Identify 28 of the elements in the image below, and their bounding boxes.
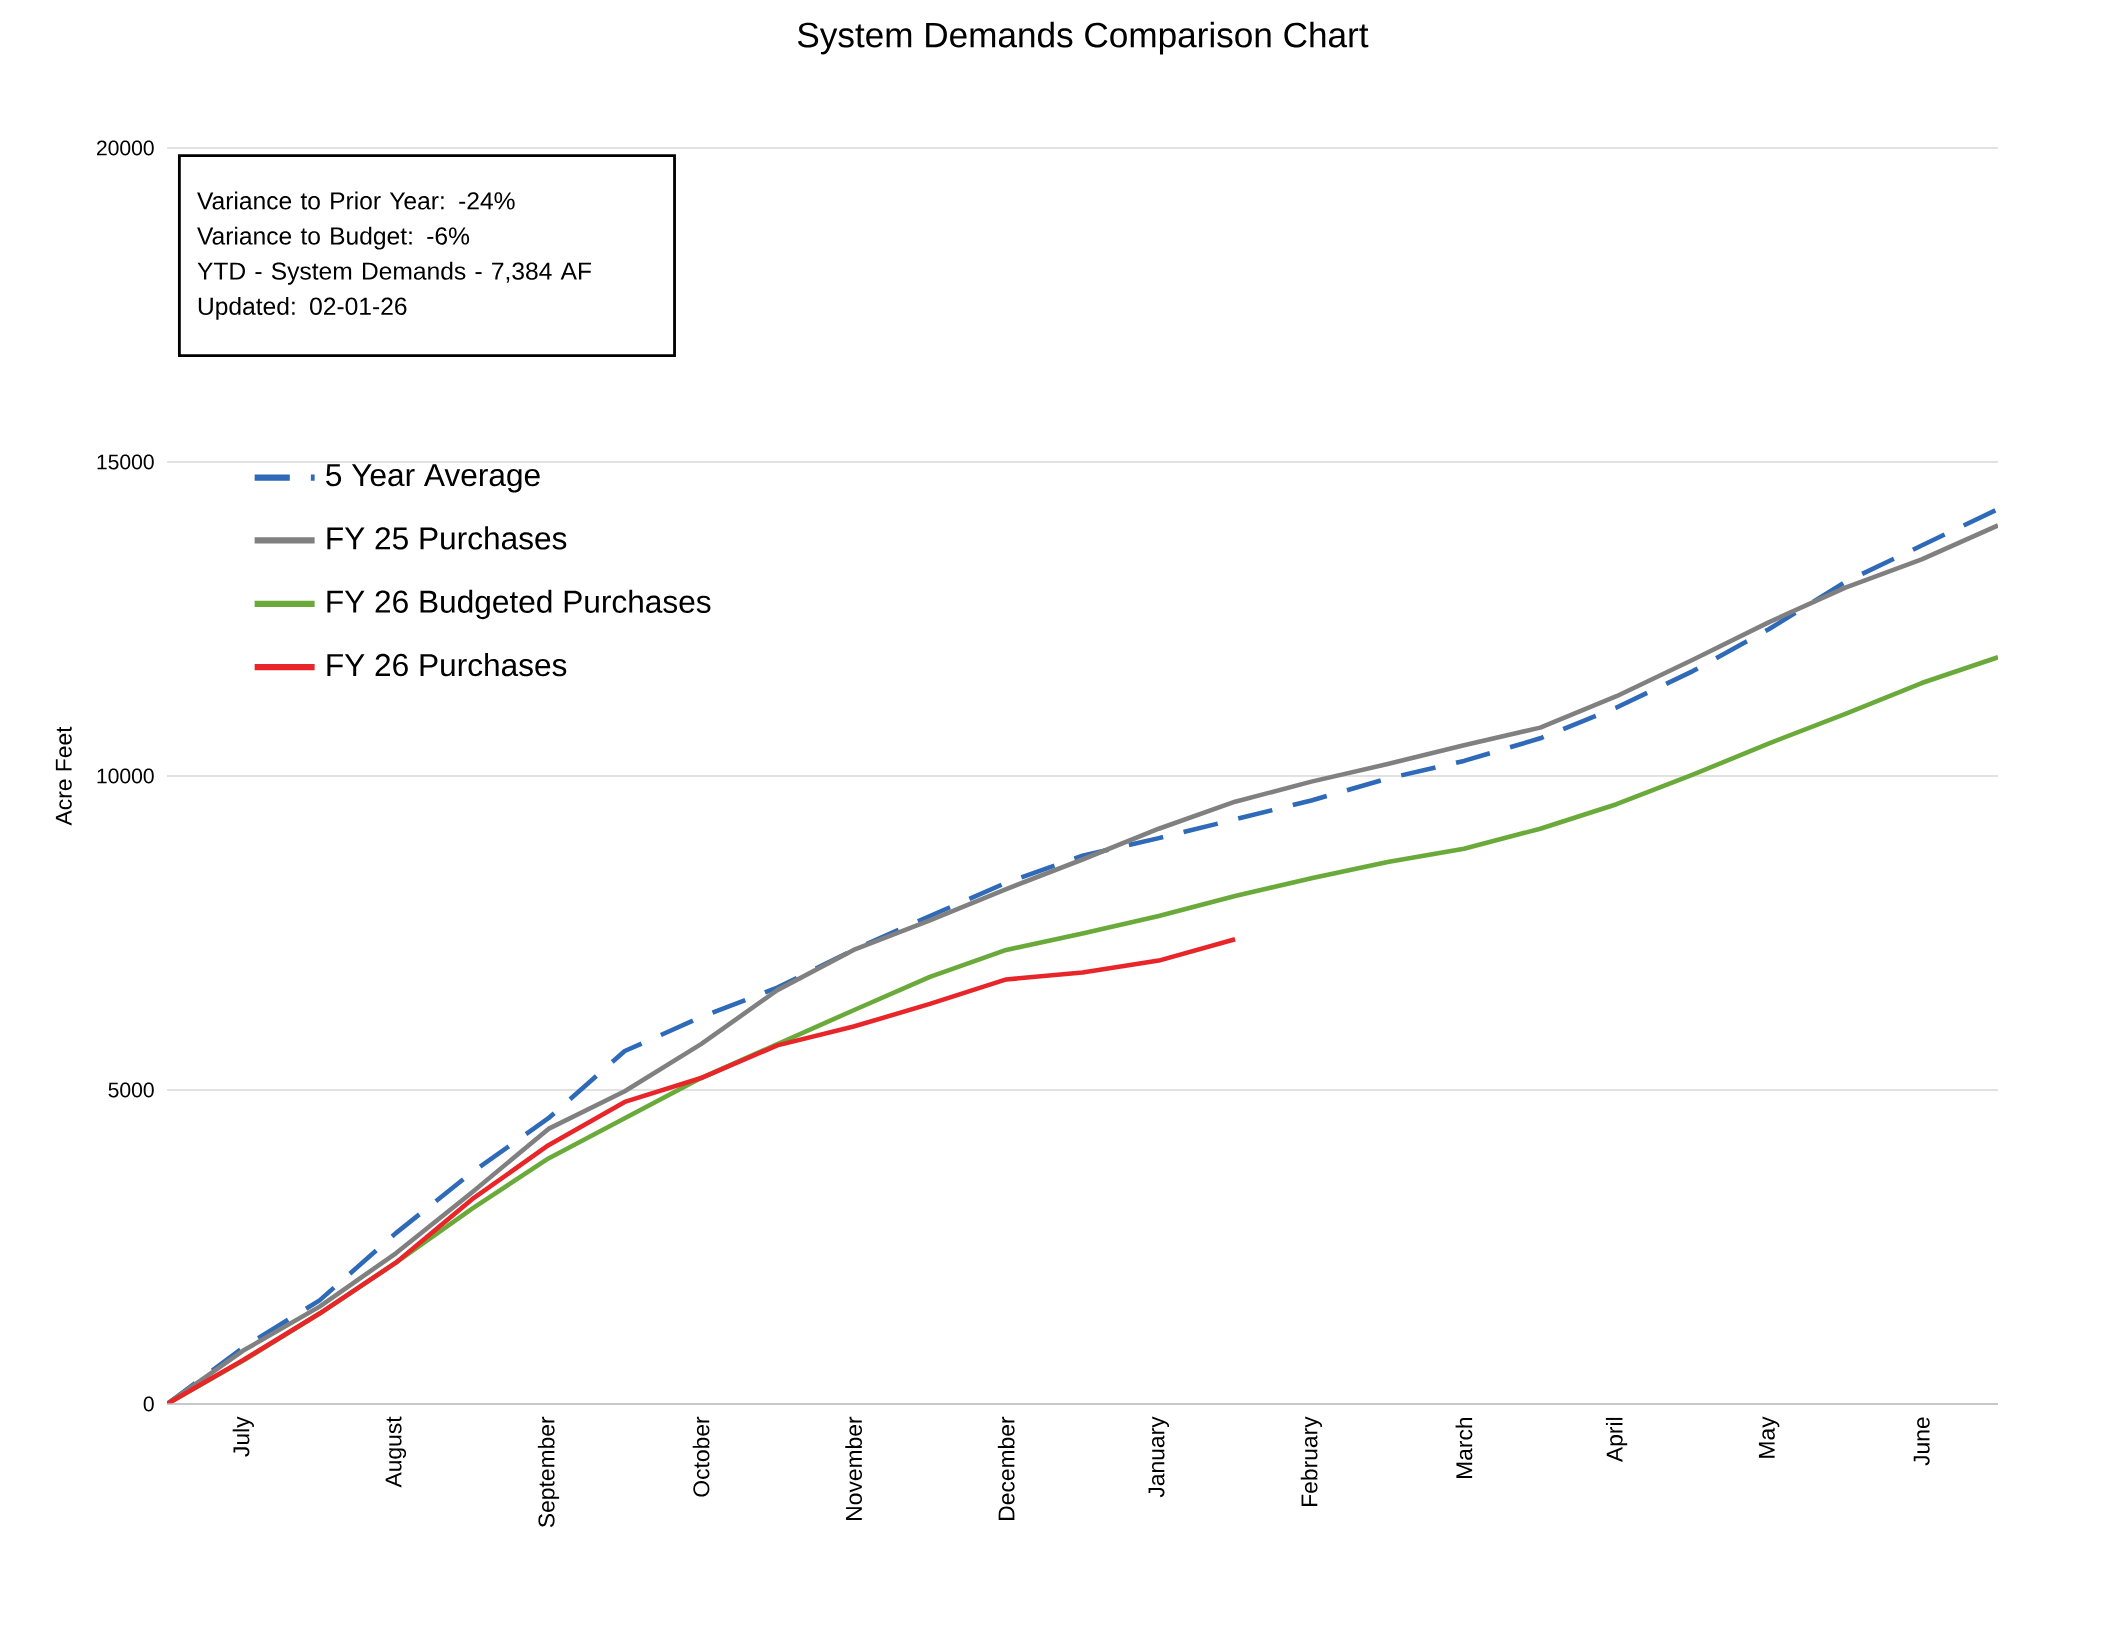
legend-label: FY 25 Purchases <box>327 526 567 550</box>
x-tick-label: May <box>1758 1416 1780 1458</box>
x-tick-label: December <box>997 1416 1015 1520</box>
line-series <box>167 936 1238 1404</box>
chart-title: System Demands Comparison Chart <box>797 21 1369 55</box>
y-tick-label: 10000 <box>97 768 154 784</box>
legend-label: 5 Year Average <box>326 464 540 493</box>
x-tick-label: March <box>1455 1417 1473 1478</box>
x-tick-label: July <box>232 1416 254 1457</box>
y-tick-label: 0 <box>143 1396 154 1412</box>
x-tick-label: August <box>385 1416 407 1488</box>
x-tick-label: September <box>537 1416 560 1528</box>
y-tick-label: 5000 <box>108 1082 154 1098</box>
legend-label: FY 26 Purchases <box>327 653 567 677</box>
legend-label: FY 26 Budgeted Purchases <box>327 589 711 620</box>
x-tick-label: October <box>692 1416 710 1497</box>
x-tick-label: February <box>1300 1416 1323 1506</box>
annotation: Updated: 02-01-26 <box>198 296 407 320</box>
annotation: YTD - System Demands - 7,384 AF <box>197 261 592 285</box>
annotation: Variance to Budget: -6% <box>197 226 470 250</box>
y-tick-label: 20000 <box>96 140 154 156</box>
x-tick-label: June <box>1913 1417 1930 1466</box>
x-tick-label: April <box>1605 1417 1628 1463</box>
annotation: Variance to Prior Year: -24% <box>197 191 515 210</box>
y-tick-label: 15000 <box>97 454 154 470</box>
x-tick-label: January <box>1148 1416 1170 1498</box>
x-tick-label: November <box>845 1416 863 1520</box>
y-axis-title: Acre Feet <box>55 726 72 826</box>
